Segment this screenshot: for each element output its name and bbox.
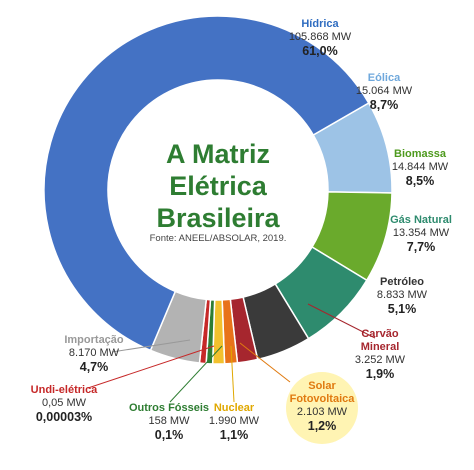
label-importacao: Importação 8.170 MW 4,7% (52, 334, 136, 375)
label-gas-natural: Gás Natural 13.354 MW 7,7% (378, 214, 464, 255)
label-pct: 1,9% (365, 367, 395, 381)
label-solar-fotovoltaica: Solar Fotovoltaica 2.103 MW 1,2% (282, 380, 362, 434)
label-name-line-2: Fotovoltaica (289, 393, 355, 405)
label-mw: 0,05 MW (41, 397, 86, 409)
label-nuclear: Nuclear 1.990 MW 1,1% (200, 402, 268, 443)
label-eolica: Eólica 15.064 MW 8,7% (344, 72, 424, 113)
label-mw: 8.833 MW (376, 289, 428, 301)
label-name: Eólica (367, 72, 401, 84)
label-pct: 8,7% (369, 98, 399, 112)
label-pct: 0,1% (154, 428, 184, 442)
label-petroleo: Petróleo 8.833 MW 5,1% (362, 276, 442, 317)
center-title-line-3: Brasileira (156, 203, 280, 233)
label-mw: 13.354 MW (392, 227, 450, 239)
label-carvao-mineral: Carvão Mineral 3.252 MW 1,9% (340, 328, 420, 382)
label-name: Nuclear (213, 402, 255, 414)
label-name: Outros Fósseis (128, 402, 210, 414)
label-pct: 61,0% (302, 44, 338, 58)
center-title-line-2: Elétrica (169, 171, 267, 201)
center-title-line-1: A Matriz (165, 139, 270, 169)
label-hidrica: Hídrica 105.868 MW 61,0% (272, 18, 368, 59)
label-name: Biomassa (394, 148, 446, 160)
label-pct: 4,7% (79, 360, 109, 374)
chart-source: Fonte: ANEEL/ABSOLAR, 2019. (149, 233, 287, 244)
leader-line (239, 342, 291, 383)
label-pct: 5,1% (387, 302, 417, 316)
label-mw: 1.990 MW (208, 415, 260, 427)
label-pct: 1,2% (307, 419, 337, 433)
label-name: Hídrica (301, 18, 339, 30)
label-name: Undi-elétrica (30, 384, 98, 396)
label-mw: 8.170 MW (68, 347, 120, 359)
leader-line (111, 339, 191, 353)
label-pct: 0,00003% (35, 410, 93, 424)
label-biomassa: Biomassa 14.844 MW 8,5% (380, 148, 460, 189)
label-name-line-1: Solar (308, 380, 336, 392)
label-mw: 158 MW (148, 415, 190, 427)
slice-h-drica (43, 15, 370, 352)
label-name: Petróleo (379, 276, 424, 288)
leader-line (169, 345, 223, 403)
label-name-line-1: Carvão (361, 328, 399, 340)
label-pct: 8,5% (405, 174, 435, 188)
solar-highlight-circle (286, 372, 358, 444)
label-mw: 2.103 MW (296, 406, 348, 418)
leader-line (307, 303, 376, 339)
label-name-line-2: Mineral (360, 341, 400, 353)
label-mw: 105.868 MW (288, 31, 352, 43)
label-name: Importação (64, 334, 124, 346)
leader-line (230, 345, 235, 403)
leader-line (87, 345, 215, 389)
label-pct: 1,1% (219, 428, 249, 442)
label-mw: 14.844 MW (391, 161, 449, 173)
label-mw: 15.064 MW (355, 85, 413, 97)
label-outros-fosseis: Outros Fósseis 158 MW 0,1% (124, 402, 214, 443)
label-undi-eletrica: Undi-elétrica 0,05 MW 0,00003% (22, 384, 106, 425)
label-mw: 3.252 MW (354, 354, 406, 366)
label-name: Gás Natural (390, 214, 452, 226)
label-pct: 7,7% (406, 240, 436, 254)
